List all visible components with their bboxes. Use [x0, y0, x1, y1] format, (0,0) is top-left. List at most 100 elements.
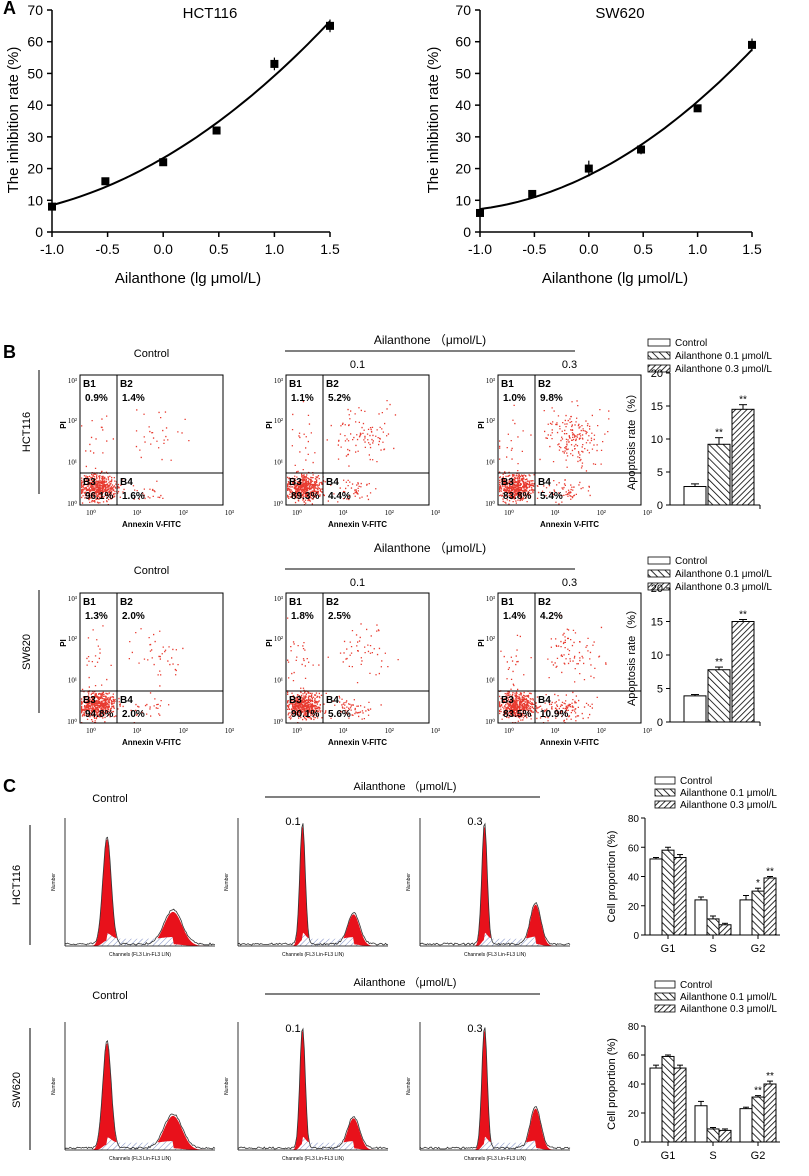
s-phase-fill [65, 1137, 215, 1150]
bar [763, 1083, 777, 1143]
x-tick-label: -0.5 [522, 241, 546, 257]
event-dots [81, 625, 184, 724]
x-axis-label: Channels (FL3 Lin-FL3 LIN) [464, 952, 526, 958]
x-tick-label: 0.0 [579, 241, 599, 257]
quadrant-name: B2 [120, 379, 133, 390]
y-decade-label: 10¹ [68, 676, 77, 684]
legend-label: Ailanthone 0.1 μmol/L [675, 351, 772, 362]
legend-label: Control [675, 556, 707, 567]
y-axis-label: Number [224, 1077, 230, 1095]
bar [706, 918, 720, 936]
event-dots [499, 614, 607, 724]
legend-swatch [654, 1004, 676, 1013]
column-label: 0.3 [562, 577, 577, 589]
quadrant-percent: 1.8% [291, 611, 314, 622]
y-axis-label: PI [265, 639, 274, 647]
y-axis-label: Number [51, 873, 57, 891]
bar [707, 443, 731, 506]
quadrant-name: B4 [538, 695, 551, 706]
quadrant-percent: 2.0% [122, 611, 145, 622]
quadrant-name: B3 [83, 695, 96, 706]
legend-label: Control [680, 980, 712, 991]
column-label: Control [92, 990, 127, 1002]
column-label: Control [134, 565, 169, 577]
g1-g2-peaks [420, 826, 570, 946]
quadrant-percent: 1.3% [85, 611, 108, 622]
significance-mark: ** [766, 867, 774, 878]
y-tick-label: 80 [628, 1022, 640, 1033]
y-decade-label: 10³ [274, 377, 283, 385]
plot-frame [285, 592, 430, 724]
plot-frame [79, 374, 224, 506]
x-decade-label: 10² [597, 727, 606, 735]
x-decade-label: 10³ [225, 727, 234, 735]
x-decade-label: 10² [597, 509, 606, 517]
plot-frame [285, 374, 430, 506]
quadrant-name: B4 [326, 477, 339, 488]
s-phase-fill [420, 1136, 570, 1150]
legend-swatch [654, 980, 676, 989]
y-axis-label: Cell proportion (%) [606, 1038, 618, 1130]
bar [683, 486, 707, 506]
x-decade-label: 10² [385, 727, 394, 735]
bar [718, 924, 732, 936]
y-tick-label: 40 [27, 97, 43, 113]
g1-g2-peaks [420, 1030, 570, 1150]
y-decade-label: 10⁰ [67, 718, 77, 726]
y-decade-label: 10⁰ [273, 500, 283, 508]
legend-swatch [647, 569, 671, 578]
y-tick-label: 5 [657, 684, 663, 696]
x-decade-label: 10³ [225, 509, 234, 517]
y-tick-label: 20 [651, 583, 663, 595]
data-point [528, 189, 537, 198]
quadrant-percent: 90.1% [291, 709, 319, 720]
quadrant-name: B4 [120, 695, 133, 706]
y-axis-label: Apoptosis rate（%） [625, 604, 638, 706]
x-decade-label: 10¹ [551, 509, 560, 517]
bar [751, 1096, 765, 1143]
y-tick-label: 0 [657, 717, 663, 729]
histogram-outline [237, 823, 388, 946]
row-label-hct116: HCT116 [21, 412, 33, 452]
header-text-top: Ailanthone （μmol/L) [374, 333, 486, 347]
dna-histogram: Channels (FL3 Lin-FL3 LIN) Number [51, 818, 216, 958]
y-tick-label: 60 [628, 1051, 640, 1062]
data-point [584, 164, 593, 173]
x-tick-label: 1.5 [742, 241, 762, 257]
y-decade-label: 10¹ [486, 458, 495, 466]
x-axis-label: Annexin V-FITC [328, 520, 387, 529]
y-tick-label: 50 [27, 65, 43, 81]
y-tick-label: 10 [651, 650, 663, 662]
quadrant-name: B2 [326, 597, 339, 608]
bar [661, 849, 675, 936]
header-text-top: Ailanthone （μmol/L) [354, 780, 457, 793]
y-axis-label: Number [406, 873, 412, 891]
significance-mark: ** [739, 609, 747, 620]
x-tick-label: -0.5 [96, 241, 120, 257]
y-tick-label: 50 [455, 65, 471, 81]
y-tick-label: 20 [27, 161, 43, 177]
fit-curve [479, 49, 753, 211]
data-point [159, 158, 168, 167]
column-label: 0.1 [350, 359, 365, 371]
y-decade-label: 10² [274, 417, 283, 425]
quadrant-name: B2 [120, 597, 133, 608]
legend-label: Ailanthone 0.1 μmol/L [680, 788, 777, 799]
quadrant-name: B3 [501, 477, 514, 488]
s-phase-fill [65, 933, 215, 946]
quadrant-percent: 2.5% [328, 611, 351, 622]
x-tick-label: 1.5 [320, 241, 340, 257]
significance-mark: ** [766, 1071, 774, 1082]
significance-mark: * [756, 878, 760, 889]
x-tick-label: S [709, 1150, 716, 1162]
column-label: Control [92, 793, 127, 805]
legend-label: Control [675, 338, 707, 349]
s-phase-fill [238, 932, 388, 946]
flow-plot: 10⁰ 10⁰ 10¹ 10¹ 10² 10² 10³ 10³ Annexin V-FITC PI… [265, 592, 440, 747]
flow-plot: 10⁰ 10⁰ 10¹ 10¹ 10² 10² 10³ 10³ Annexin V-FITC PI… [59, 592, 234, 747]
quadrant-percent: 2.0% [122, 709, 145, 720]
x-tick-label: G2 [751, 1150, 766, 1162]
s-phase-fill [238, 1136, 388, 1150]
y-tick-label: 40 [628, 873, 640, 884]
x-decade-label: 10³ [431, 509, 440, 517]
